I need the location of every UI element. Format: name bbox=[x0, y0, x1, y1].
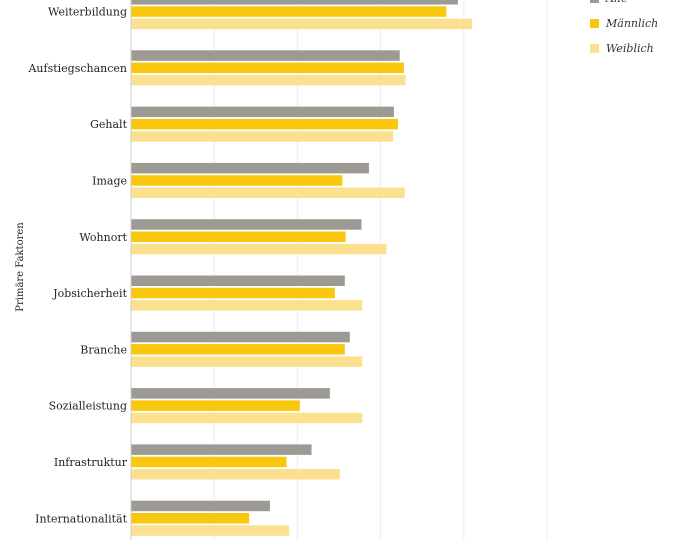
axis-title: Primäre Faktoren bbox=[15, 222, 26, 312]
bar bbox=[131, 62, 404, 74]
legend: Alle Männlich Weiblich bbox=[590, 0, 658, 55]
category-label: Wohnort bbox=[79, 231, 127, 244]
legend-swatch bbox=[590, 0, 599, 3]
bar bbox=[131, 356, 363, 367]
bar bbox=[131, 456, 287, 468]
bar bbox=[131, 525, 290, 536]
bar bbox=[131, 331, 350, 343]
bar bbox=[131, 6, 447, 17]
category-label: Sozialleistung bbox=[49, 400, 127, 413]
bar bbox=[131, 513, 250, 524]
bar bbox=[131, 187, 405, 198]
bar bbox=[131, 300, 363, 311]
bar bbox=[131, 74, 406, 86]
bar bbox=[131, 219, 362, 230]
legend-swatch bbox=[590, 44, 599, 53]
bar bbox=[131, 469, 340, 480]
legend-label: Männlich bbox=[605, 17, 658, 30]
legend-label: Alle bbox=[605, 0, 628, 5]
category-label: Internationalität bbox=[35, 512, 127, 525]
bar bbox=[131, 0, 458, 5]
bar bbox=[131, 243, 387, 255]
bar bbox=[131, 118, 399, 130]
legend-swatch bbox=[590, 19, 599, 28]
bar bbox=[131, 18, 473, 30]
bar bbox=[131, 231, 346, 242]
legend-label: Weiblich bbox=[606, 42, 654, 55]
bar bbox=[131, 500, 270, 512]
category-label: Aufstiegschancen bbox=[27, 62, 127, 75]
category-label: Jobsicherheit bbox=[52, 287, 127, 300]
category-label: Gehalt bbox=[90, 118, 127, 131]
bar bbox=[131, 50, 400, 61]
bar bbox=[131, 175, 343, 186]
category-label: Branche bbox=[80, 343, 127, 356]
bar bbox=[131, 388, 330, 399]
bar bbox=[131, 412, 363, 424]
bar bbox=[131, 106, 394, 118]
category-label: Infrastruktur bbox=[54, 456, 128, 469]
bar bbox=[131, 162, 369, 174]
bars bbox=[131, 0, 473, 536]
category-label: Image bbox=[92, 174, 127, 187]
category-label: Weiterbildung bbox=[48, 6, 127, 19]
bar bbox=[131, 444, 312, 455]
bar bbox=[131, 131, 394, 142]
bar bbox=[131, 400, 300, 411]
bar bbox=[131, 344, 345, 355]
bar bbox=[131, 287, 335, 299]
bar bbox=[131, 275, 345, 286]
category-labels: Weiterbildung Aufstiegschancen Gehalt Image… bbox=[27, 6, 127, 526]
